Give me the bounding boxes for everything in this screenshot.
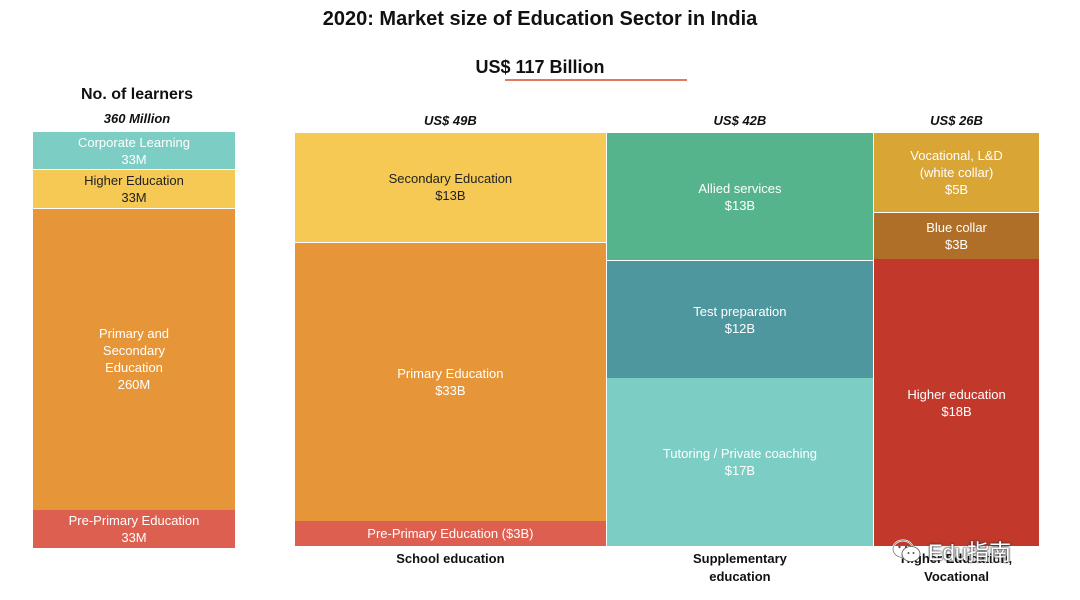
watermark: Edu指南 [892, 536, 1067, 566]
segment-higher-education: Higher education $18B [874, 259, 1039, 546]
segment-label: Pre-Primary Education [68, 512, 200, 528]
segment-pre-primary-education: Pre-Primary Education 33M [33, 509, 235, 548]
segment-value: 33M [121, 529, 147, 545]
segment-value: $5B [944, 181, 969, 197]
total-market-size: US$ 117 Billion [475, 57, 605, 77]
chart-title: 2020: Market size of Education Sector in… [322, 8, 758, 30]
total-underline [505, 79, 687, 81]
segment-label: Allied services [698, 180, 782, 196]
segment-label: Higher Education [84, 172, 184, 188]
segment-value: $18B [941, 403, 972, 419]
segment-label: Tutoring / Private coaching [662, 446, 817, 462]
segment-value: $33B [435, 382, 466, 398]
segment-label: Pre-Primary Education ($3B) [367, 525, 534, 541]
segment-label: Primary and Secondary Education [98, 326, 170, 376]
learners-title: No. of learners [80, 86, 194, 103]
segment-value: $12B [724, 320, 756, 336]
segment-value: $13B [435, 188, 466, 204]
segment-blue-collar: Blue collar $3B [874, 211, 1039, 260]
segment-value: $3B [944, 236, 969, 252]
learners-total: 360 Million [103, 111, 171, 126]
segment-primary-and-secondary-education: Primary and Secondary Education 260M [33, 207, 235, 510]
segment-tutoring-private-coaching: Tutoring / Private coaching $17B [606, 378, 874, 546]
segment-value: $13B [724, 197, 756, 213]
segment-label: Blue collar [926, 219, 987, 235]
wechat-icon [892, 538, 922, 564]
segment-primary-education: Primary Education $33B [295, 241, 606, 521]
segment-value: 33M [121, 151, 147, 167]
segment-label: Test preparation [693, 303, 787, 319]
segment-label: Primary Education [397, 365, 504, 381]
segment-value: 33M [121, 189, 147, 205]
segment-pre-primary-education-3b: Pre-Primary Education ($3B) [295, 520, 606, 546]
category-label-supplementary-education: Supplementary education [692, 551, 787, 584]
category-label-higher-education-vocational: Higher Education, Vocational [900, 551, 1013, 584]
column-total-us-49b: US$ 49B [424, 113, 477, 128]
segment-allied-services: Allied services $13B [606, 132, 874, 261]
segment-higher-education: Higher Education 33M [33, 169, 235, 208]
category-label-school-education: School education [396, 551, 505, 566]
segment-secondary-education: Secondary Education $13B [295, 132, 606, 242]
segment-label: Corporate Learning [77, 134, 191, 150]
segment-label: Higher education [907, 386, 1006, 402]
column-total-us-26b: US$ 26B [930, 113, 983, 128]
segment-value: $17B [724, 463, 756, 479]
column-total-us-42b: US$ 42B [713, 113, 767, 128]
segment-test-preparation: Test preparation $12B [606, 260, 874, 379]
segment-value: 260M [117, 377, 151, 393]
segment-label: Secondary Education [388, 171, 513, 187]
segment-label: Vocational, L&D (white collar) [910, 147, 1003, 180]
watermark-text: Edu指南 [928, 540, 1012, 565]
segment-corporate-learning: Corporate Learning 33M [33, 131, 235, 170]
segment-vocational-l-d-white-collar: Vocational, L&D (white collar) $5B [874, 132, 1039, 212]
